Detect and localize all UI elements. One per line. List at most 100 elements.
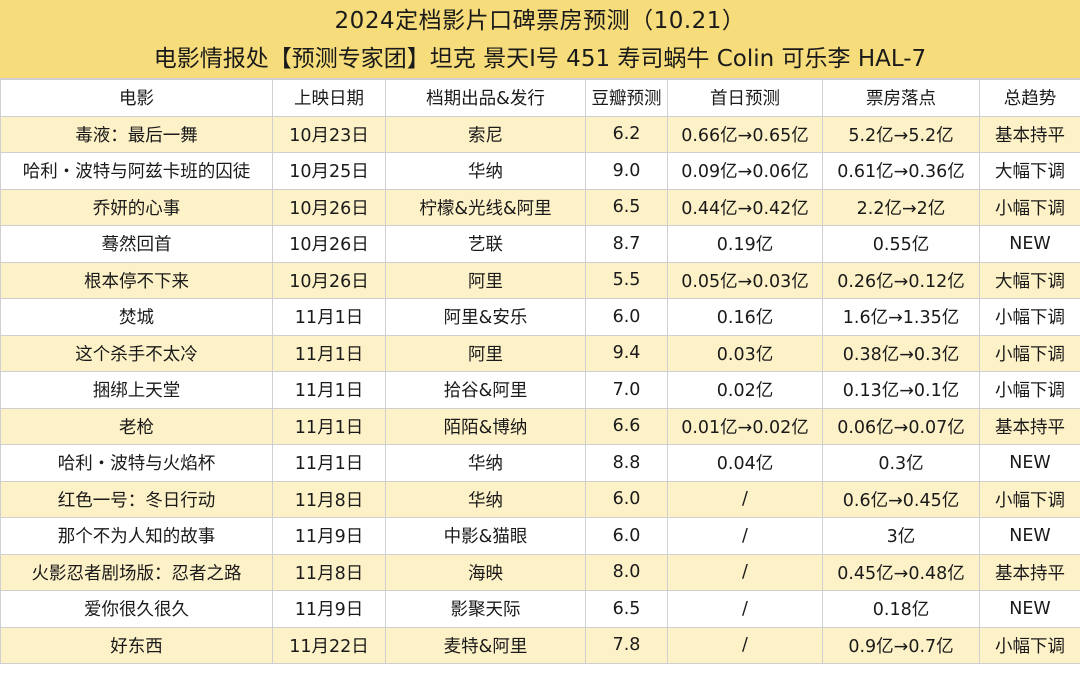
cell-douban: 6.2 [585, 115, 668, 153]
cell-douban: 6.0 [585, 480, 668, 518]
cell-douban: 9.4 [585, 334, 668, 372]
cell-box-office: 0.6亿→0.45亿 [822, 480, 980, 518]
cell-release-date: 10月25日 [272, 152, 386, 190]
cell-distributor: 中影&猫眼 [385, 517, 586, 555]
cell-box-office: 2.2亿→2亿 [822, 188, 980, 226]
header-row: 电影 上映日期 档期出品&发行 豆瓣预测 首日预测 票房落点 总趋势 [0, 79, 1080, 117]
cell-box-office: 0.55亿 [822, 225, 980, 263]
cell-release-date: 11月9日 [272, 590, 386, 628]
cell-movie: 哈利・波特与火焰杯 [0, 444, 273, 482]
cell-trend: 基本持平 [979, 553, 1080, 591]
table-row: 焚城 11月1日 阿里&安乐 6.0 0.16亿 1.6亿→1.35亿 小幅下调 [0, 298, 1080, 336]
cell-first-day: 0.02亿 [667, 371, 823, 409]
cell-trend: NEW [979, 517, 1080, 555]
prediction-table: 电影 上映日期 档期出品&发行 豆瓣预测 首日预测 票房落点 总趋势 毒液：最后… [0, 79, 1080, 664]
cell-douban: 9.0 [585, 152, 668, 190]
cell-douban: 8.0 [585, 553, 668, 591]
cell-first-day: 0.04亿 [667, 444, 823, 482]
cell-box-office: 0.06亿→0.07亿 [822, 407, 980, 445]
cell-distributor: 艺联 [385, 225, 586, 263]
table-row: 火影忍者剧场版：忍者之路 11月8日 海映 8.0/0.45亿→0.48亿 基本持平 [0, 553, 1080, 591]
cell-distributor: 陌陌&博纳 [385, 407, 586, 445]
cell-douban: 6.6 [585, 407, 668, 445]
header-release-date: 上映日期 [272, 79, 386, 117]
cell-release-date: 11月1日 [272, 371, 386, 409]
cell-movie: 那个不为人知的故事 [0, 517, 273, 555]
cell-douban: 7.0 [585, 371, 668, 409]
cell-douban: 6.0 [585, 517, 668, 555]
cell-movie: 哈利・波特与阿兹卡班的囚徒 [0, 152, 273, 190]
cell-release-date: 11月1日 [272, 407, 386, 445]
cell-distributor: 阿里&安乐 [385, 298, 586, 336]
header-trend: 总趋势 [979, 79, 1080, 117]
cell-movie: 毒液：最后一舞 [0, 115, 273, 153]
cell-first-day: 0.16亿 [667, 298, 823, 336]
cell-movie: 好东西 [0, 626, 273, 664]
cell-first-day: / [667, 480, 823, 518]
cell-movie: 爱你很久很久 [0, 590, 273, 628]
cell-movie: 焚城 [0, 298, 273, 336]
cell-movie: 红色一号：冬日行动 [0, 480, 273, 518]
cell-trend: 小幅下调 [979, 298, 1080, 336]
table-row: 根本停不下来 10月26日 阿里 5.5 0.05亿→0.03亿 0.26亿→0.12亿大… [0, 261, 1080, 299]
cell-distributor: 华纳 [385, 444, 586, 482]
cell-release-date: 10月23日 [272, 115, 386, 153]
cell-box-office: 0.3亿 [822, 444, 980, 482]
table-body: 毒液：最后一舞 10月23日 索尼 6.2 0.66亿→0.65亿 5.2亿→5.2亿 基本… [0, 115, 1080, 664]
cell-movie: 火影忍者剧场版：忍者之路 [0, 553, 273, 591]
cell-distributor: 阿里 [385, 334, 586, 372]
cell-release-date: 10月26日 [272, 225, 386, 263]
cell-movie: 捆绑上天堂 [0, 371, 273, 409]
header-first-day: 首日预测 [667, 79, 823, 117]
table-row: 哈利・波特与阿兹卡班的囚徒 10月25日 华纳 9.0 0.09亿→0.06亿 0.61亿… [0, 152, 1080, 190]
cell-trend: 基本持平 [979, 407, 1080, 445]
cell-first-day: / [667, 626, 823, 664]
cell-first-day: / [667, 553, 823, 591]
cell-release-date: 11月1日 [272, 298, 386, 336]
cell-movie: 乔妍的心事 [0, 188, 273, 226]
table-row: 红色一号：冬日行动 11月8日 华纳 6.0/0.6亿→0.45亿 小幅下调 [0, 480, 1080, 518]
cell-movie: 蓦然回首 [0, 225, 273, 263]
table-row: 这个杀手不太冷 11月1日 阿里 9.4 0.03亿 0.38亿→0.3亿 小幅下调 [0, 334, 1080, 372]
cell-distributor: 影聚天际 [385, 590, 586, 628]
cell-box-office: 0.45亿→0.48亿 [822, 553, 980, 591]
cell-douban: 6.5 [585, 188, 668, 226]
cell-first-day: / [667, 590, 823, 628]
cell-release-date: 11月22日 [272, 626, 386, 664]
cell-trend: 小幅下调 [979, 334, 1080, 372]
cell-trend: 小幅下调 [979, 188, 1080, 226]
cell-box-office: 0.13亿→0.1亿 [822, 371, 980, 409]
cell-box-office: 0.38亿→0.3亿 [822, 334, 980, 372]
cell-first-day: 0.01亿→0.02亿 [667, 407, 823, 445]
cell-trend: NEW [979, 225, 1080, 263]
cell-douban: 8.7 [585, 225, 668, 263]
cell-trend: 小幅下调 [979, 480, 1080, 518]
cell-trend: 小幅下调 [979, 371, 1080, 409]
cell-first-day: 0.66亿→0.65亿 [667, 115, 823, 153]
cell-first-day: 0.09亿→0.06亿 [667, 152, 823, 190]
table-row: 蓦然回首 10月26日 艺联 8.7 0.19亿 0.55亿 NEW [0, 225, 1080, 263]
cell-release-date: 11月9日 [272, 517, 386, 555]
cell-box-office: 0.18亿 [822, 590, 980, 628]
page-subtitle: 电影情报处【预测专家团】坦克 景天I号 451 寿司蜗牛 Colin 可乐李 H… [153, 46, 927, 72]
cell-movie: 老枪 [0, 407, 273, 445]
page-title: 2024定档影片口碑票房预测（10.21） [334, 8, 746, 34]
cell-movie: 根本停不下来 [0, 261, 273, 299]
cell-distributor: 华纳 [385, 152, 586, 190]
table-row: 爱你很久很久 11月9日 影聚天际 6.5/0.18亿 NEW [0, 590, 1080, 628]
cell-douban: 6.0 [585, 298, 668, 336]
cell-distributor: 索尼 [385, 115, 586, 153]
cell-douban: 8.8 [585, 444, 668, 482]
cell-release-date: 10月26日 [272, 261, 386, 299]
cell-first-day: 0.05亿→0.03亿 [667, 261, 823, 299]
header-box-office: 票房落点 [822, 79, 980, 117]
cell-first-day: / [667, 517, 823, 555]
table-row: 捆绑上天堂 11月1日 拾谷&阿里 7.0 0.02亿 0.13亿→0.1亿 小幅下调 [0, 371, 1080, 409]
table-row: 老枪 11月1日 陌陌&博纳 6.6 0.01亿→0.02亿 0.06亿→0.07亿 基本持… [0, 407, 1080, 445]
cell-box-office: 0.26亿→0.12亿 [822, 261, 980, 299]
cell-release-date: 11月8日 [272, 553, 386, 591]
cell-box-office: 1.6亿→1.35亿 [822, 298, 980, 336]
table-row: 好东西 11月22日 麦特&阿里 7.8/0.9亿→0.7亿 小幅下调 [0, 626, 1080, 664]
cell-first-day: 0.44亿→0.42亿 [667, 188, 823, 226]
